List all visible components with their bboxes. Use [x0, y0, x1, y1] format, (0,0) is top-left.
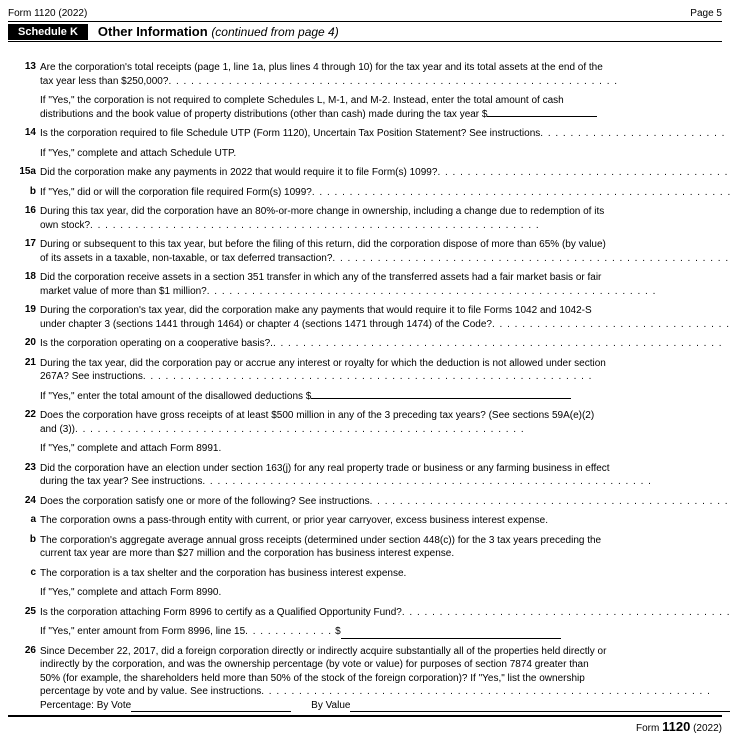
q14-sub: If "Yes," complete and attach Schedule U…: [40, 144, 730, 164]
q18-num: 18: [8, 268, 40, 301]
q21-text: During the tax year, did the corporation…: [40, 354, 730, 387]
q13-sub: If "Yes," the corporation is not require…: [40, 91, 730, 124]
q15a-num: 15a: [8, 163, 40, 183]
q24a-text: The corporation owns a pass-through enti…: [40, 511, 730, 531]
q26-value[interactable]: [350, 699, 730, 713]
q26-num: 26: [8, 642, 40, 716]
form-footer: Form 1120 (2022): [8, 717, 722, 734]
q21-sub: If "Yes," enter the total amount of the …: [40, 387, 730, 407]
q13-text: Are the corporation's total receipts (pa…: [40, 58, 730, 91]
q25-num: 25: [8, 603, 40, 623]
q21-amount[interactable]: [311, 398, 571, 399]
q22-text: Does the corporation have gross receipts…: [40, 406, 730, 439]
q19-text: During the corporation's tax year, did t…: [40, 301, 730, 334]
form-id: Form 1120 (2022): [8, 8, 87, 19]
q22-sub: If "Yes," complete and attach Form 8991.: [40, 439, 730, 459]
q20-num: 20: [8, 334, 40, 354]
q15a-text: Did the corporation make any payments in…: [40, 163, 730, 183]
q26-vote[interactable]: [131, 699, 291, 713]
form-header: Form 1120 (2022) Page 5: [8, 8, 722, 22]
q13-num: 13: [8, 58, 40, 91]
q19-num: 19: [8, 301, 40, 334]
q13-amount[interactable]: [487, 116, 597, 117]
q20-text: Is the corporation operating on a cooper…: [40, 334, 730, 354]
q25-sub: If "Yes," enter amount from Form 8996, l…: [40, 622, 730, 642]
q22-num: 22: [8, 406, 40, 439]
q24-num: 24: [8, 492, 40, 512]
q14-num: 14: [8, 124, 40, 144]
q16-text: During this tax year, did the corporatio…: [40, 202, 730, 235]
q17-num: 17: [8, 235, 40, 268]
q24c-text: The corporation is a tax shelter and the…: [40, 564, 730, 584]
q24b-text: The corporation's aggregate average annu…: [40, 531, 730, 564]
q25-amount[interactable]: [341, 625, 561, 639]
q23-num: 23: [8, 459, 40, 492]
q16-num: 16: [8, 202, 40, 235]
schedule-box: Schedule K: [8, 24, 88, 40]
page-number: Page 5: [690, 8, 722, 19]
q21-num: 21: [8, 354, 40, 387]
q15b-num: b: [8, 183, 40, 203]
schedule-header: Schedule K Other Information (continued …: [8, 22, 722, 42]
q14-text: Is the corporation required to file Sche…: [40, 124, 730, 144]
q18-text: Did the corporation receive assets in a …: [40, 268, 730, 301]
q23-text: Did the corporation have an election und…: [40, 459, 730, 492]
q15b-text: If "Yes," did or will the corporation fi…: [40, 183, 730, 203]
q24-sub: If "Yes," complete and attach Form 8990.: [40, 583, 730, 603]
q26-text: Since December 22, 2017, did a foreign c…: [40, 642, 730, 716]
q24-text: Does the corporation satisfy one or more…: [40, 492, 730, 512]
schedule-title: Other Information (continued from page 4…: [98, 24, 339, 39]
q25-text: Is the corporation attaching Form 8996 t…: [40, 603, 730, 623]
q17-text: During or subsequent to this tax year, b…: [40, 235, 730, 268]
question-grid: Yes No 13 Are the corporation's total re…: [8, 42, 722, 717]
